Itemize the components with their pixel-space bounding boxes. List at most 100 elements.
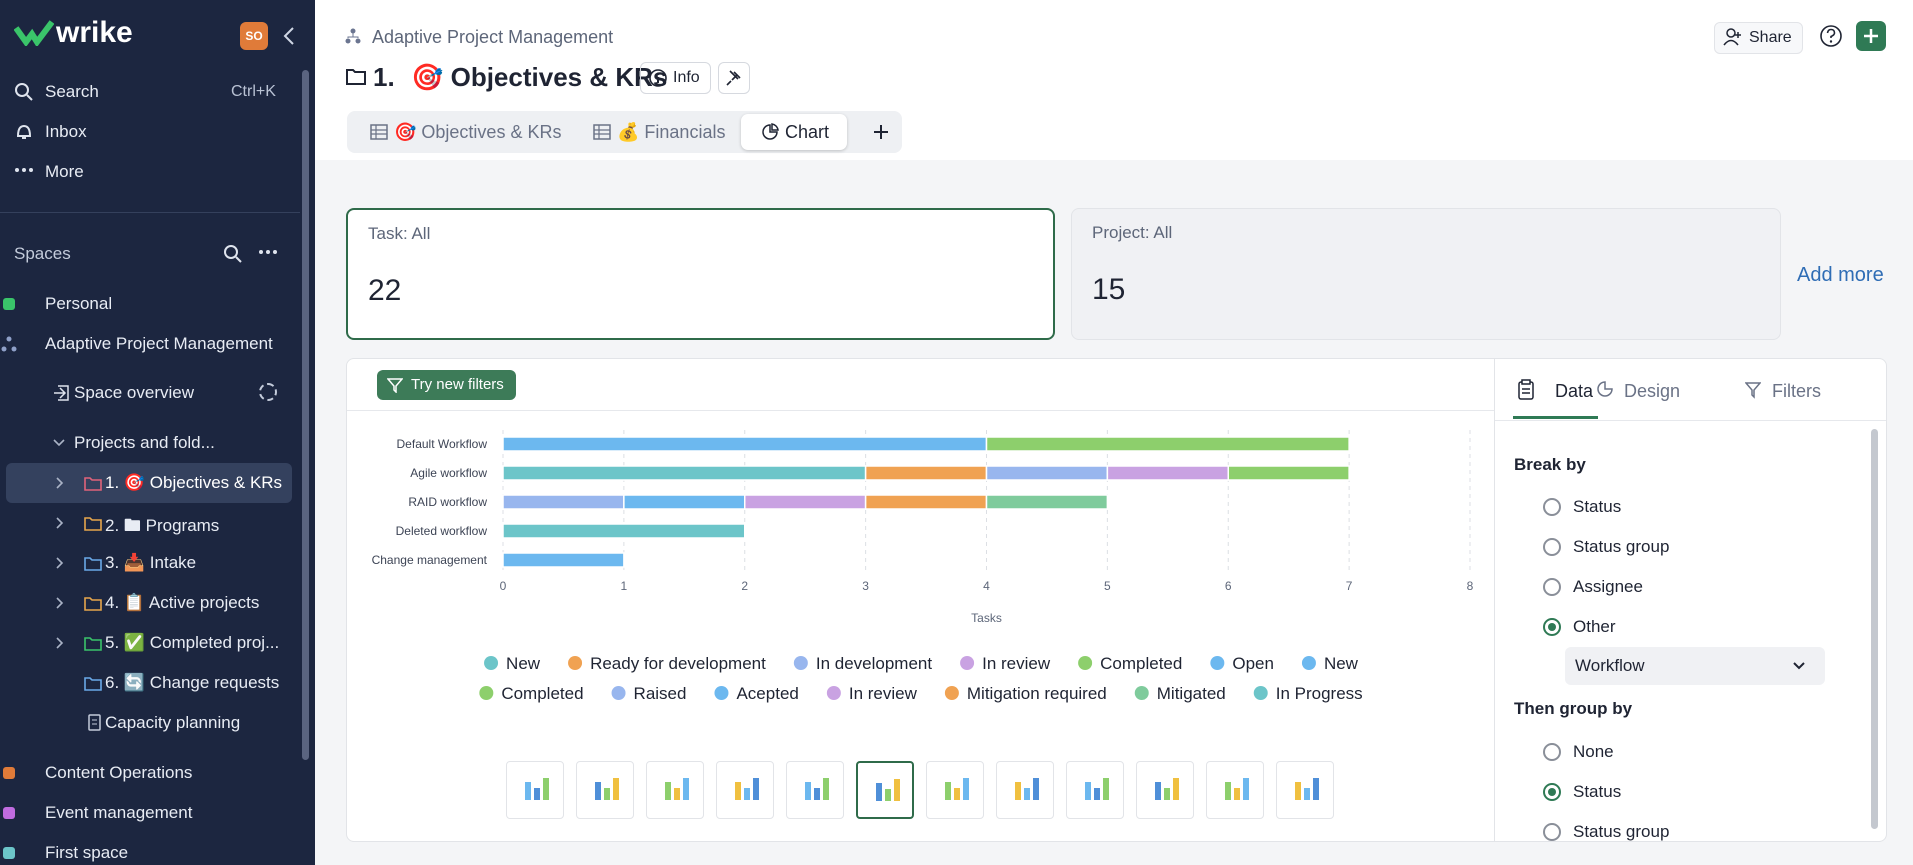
space-item[interactable]: Capacity planning xyxy=(105,713,241,732)
space-item[interactable]: 2. 🖿 Programs xyxy=(105,516,220,535)
bar-segment xyxy=(623,494,746,510)
settings-icon[interactable] xyxy=(259,383,277,401)
chart-type[interactable] xyxy=(576,761,634,819)
space-item[interactable]: 1. 🎯 Objectives & KRs xyxy=(105,473,283,492)
nav-search[interactable]: Search xyxy=(45,82,99,101)
space-item[interactable]: Adaptive Project Management xyxy=(45,334,273,353)
task-card[interactable]: Task: All 22 xyxy=(346,208,1055,340)
info-button[interactable]: Info xyxy=(640,62,711,94)
add-more[interactable]: Add more xyxy=(1797,264,1884,286)
radio[interactable] xyxy=(1543,498,1561,516)
space-item[interactable]: 3. 📥 Intake xyxy=(105,553,197,572)
create-button[interactable] xyxy=(1856,21,1886,51)
chart-type[interactable] xyxy=(856,761,914,819)
tab-active[interactable]: Chart xyxy=(785,122,830,142)
dropdown[interactable]: Workflow xyxy=(1565,647,1825,685)
chart-type[interactable] xyxy=(506,761,564,819)
legend-swatch xyxy=(714,686,729,700)
radio[interactable] xyxy=(1543,823,1561,841)
bar-segment xyxy=(985,465,1109,481)
spaces-more[interactable] xyxy=(258,248,280,256)
radio[interactable] xyxy=(1543,743,1561,761)
item-icon xyxy=(53,439,65,447)
panel-tab[interactable]: Filters xyxy=(1772,381,1821,401)
chart-type[interactable] xyxy=(926,761,984,819)
logo: wrike xyxy=(56,16,133,49)
legend-label: Completed xyxy=(501,684,583,703)
chart-type[interactable] xyxy=(996,761,1054,819)
radio-label[interactable]: Other xyxy=(1573,617,1616,636)
chart-type[interactable] xyxy=(1206,761,1264,819)
legend-swatch xyxy=(484,656,499,670)
chart-type[interactable] xyxy=(1066,761,1124,819)
active-tab-bg xyxy=(741,114,847,150)
nav-inbox[interactable]: Inbox xyxy=(45,122,87,141)
legend-swatch xyxy=(479,686,494,700)
space-item[interactable]: First space xyxy=(45,843,129,862)
space-item[interactable]: 4. 📋 Active projects xyxy=(105,593,260,612)
breadcrumb[interactable]: Adaptive Project Management xyxy=(372,27,614,47)
legend-swatch xyxy=(1210,656,1225,670)
panel-tab[interactable]: Design xyxy=(1624,381,1681,401)
title: 🎯 Objectives & KRs xyxy=(411,62,668,92)
tab[interactable]: 🎯 Objectives & KRs xyxy=(394,122,562,142)
panel-tab-active[interactable]: Data xyxy=(1555,381,1594,401)
legend-swatch xyxy=(960,656,975,670)
pin-button[interactable] xyxy=(718,62,750,94)
bar-segment xyxy=(985,494,1109,510)
logo-icon xyxy=(14,20,54,46)
help-icon[interactable] xyxy=(1819,24,1843,48)
x-tick-label: 6 xyxy=(1225,579,1232,593)
item-icon xyxy=(3,847,15,859)
card-value: 22 xyxy=(368,274,402,307)
share-button[interactable]: Share xyxy=(1714,22,1803,54)
project-card[interactable]: Project: All 15 xyxy=(1071,208,1781,340)
space-item[interactable]: Personal xyxy=(45,294,113,313)
space-item[interactable]: Event management xyxy=(45,803,193,822)
radio-label[interactable]: Assignee xyxy=(1573,577,1643,596)
filter-button[interactable]: Try new filters xyxy=(377,370,516,400)
bar-segment xyxy=(864,465,988,481)
x-tick-label: 1 xyxy=(621,579,628,593)
radio[interactable] xyxy=(1543,538,1561,556)
item-icon xyxy=(56,557,102,571)
item-icon xyxy=(88,714,101,731)
radio[interactable] xyxy=(1543,783,1561,801)
add-tab[interactable] xyxy=(861,112,901,152)
chart-icon xyxy=(762,123,779,140)
chart-type[interactable] xyxy=(1136,761,1194,819)
x-tick-label: 5 xyxy=(1104,579,1111,593)
spaces-search[interactable] xyxy=(223,244,243,264)
radio[interactable] xyxy=(1543,578,1561,596)
more-icon xyxy=(15,168,33,172)
space-item[interactable]: 6. 🔄 Change requests xyxy=(105,673,280,692)
chart-type[interactable] xyxy=(1276,761,1334,819)
space-item[interactable]: Projects and fold... xyxy=(74,433,215,452)
space-item[interactable]: 5. ✅ Completed proj... xyxy=(105,633,280,652)
collapse-icon[interactable] xyxy=(282,26,296,46)
x-tick-label: 4 xyxy=(983,579,990,593)
chart-type[interactable] xyxy=(786,761,844,819)
nav-more[interactable]: More xyxy=(45,162,84,181)
radio-label[interactable]: Status xyxy=(1573,497,1622,516)
space-item[interactable]: Content Operations xyxy=(45,763,193,782)
tab[interactable]: 💰 Financials xyxy=(617,122,726,142)
filter-icon xyxy=(1745,382,1761,399)
space-item[interactable]: Space overview xyxy=(74,383,195,402)
info-icon xyxy=(649,69,667,87)
radio[interactable] xyxy=(1543,618,1561,636)
radio-label[interactable]: None xyxy=(1573,742,1614,761)
radio-label[interactable]: Status group xyxy=(1573,822,1670,841)
spaces-title: Spaces xyxy=(14,244,71,263)
avatar[interactable]: SO xyxy=(240,22,268,50)
legend-label: New xyxy=(506,654,541,673)
legend-label: Raised xyxy=(634,684,687,703)
radio-label[interactable]: Status xyxy=(1573,782,1622,801)
scrollbar xyxy=(302,70,309,760)
item-icon xyxy=(3,767,15,779)
table-icon xyxy=(593,124,611,140)
radio-label[interactable]: Status group xyxy=(1573,537,1670,556)
chart-type[interactable] xyxy=(646,761,704,819)
item-icon xyxy=(56,637,102,651)
chart-type[interactable] xyxy=(716,761,774,819)
